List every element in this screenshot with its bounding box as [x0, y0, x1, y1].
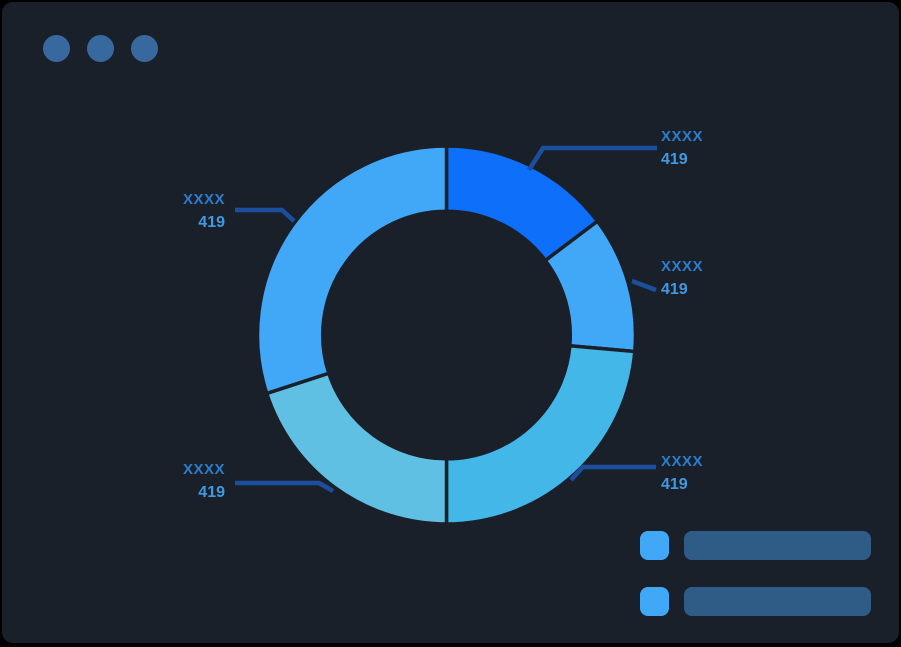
slice-value-text: 419	[661, 473, 688, 496]
legend-bar-1	[684, 587, 871, 616]
slice-label-right: XXXX 419	[661, 255, 703, 301]
slice-value-text: 419	[198, 211, 225, 234]
slice-label-text: XXXX	[661, 450, 703, 473]
slice-value-text: 419	[661, 278, 688, 301]
slice-label-bottom-left: XXXX 419	[183, 458, 225, 504]
slice-label-bottom-right: XXXX 419	[661, 450, 703, 496]
legend-swatch-0	[640, 531, 669, 560]
donut-slice-4[interactable]	[257, 146, 446, 393]
slice-label-top-left: XXXX 419	[183, 188, 225, 234]
slice-value-text: 419	[661, 148, 688, 171]
legend-item[interactable]	[640, 587, 871, 616]
leader-line-right	[632, 281, 656, 290]
leader-line-bottom-right	[571, 467, 656, 480]
slice-value-text: 419	[198, 481, 225, 504]
slice-label-text: XXXX	[661, 125, 703, 148]
slice-label-top-right: XXXX 419	[661, 125, 703, 171]
leader-line-top-right	[529, 148, 657, 170]
leader-line-bottom-left	[235, 483, 333, 491]
slice-label-text: XXXX	[183, 188, 225, 211]
donut-slices	[257, 146, 635, 524]
chart-legend	[640, 531, 871, 643]
leader-line-top-left	[235, 210, 294, 221]
slice-label-text: XXXX	[183, 458, 225, 481]
legend-swatch-1	[640, 587, 669, 616]
donut-slice-3[interactable]	[267, 373, 447, 524]
slice-label-text: XXXX	[661, 255, 703, 278]
legend-item[interactable]	[640, 531, 871, 560]
donut-slice-2[interactable]	[447, 346, 635, 524]
legend-bar-0	[684, 531, 871, 560]
